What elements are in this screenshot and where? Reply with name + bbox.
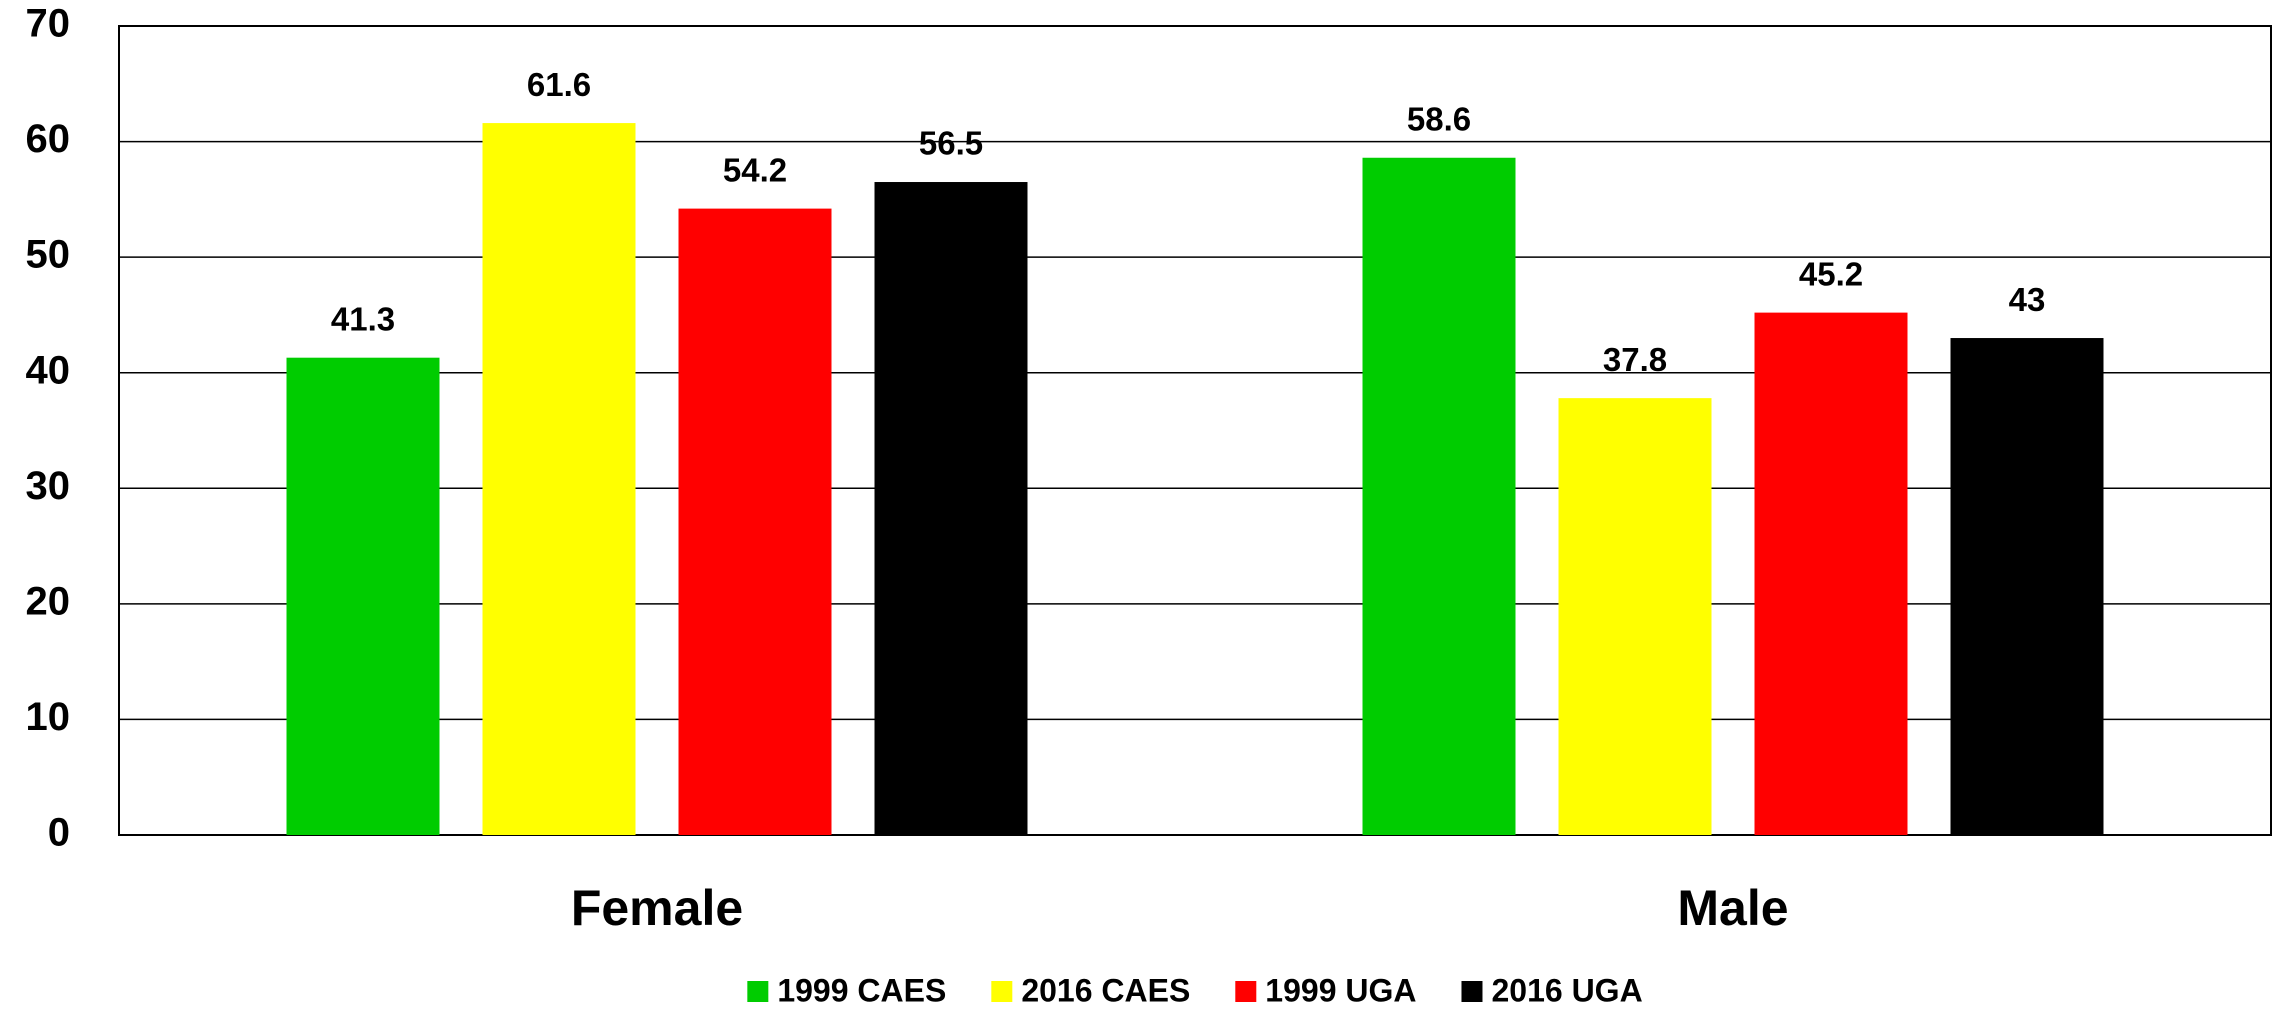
data-label: 43 — [2009, 281, 2046, 318]
y-tick-label: 70 — [26, 2, 71, 46]
bar — [1950, 338, 2104, 835]
legend-label: 2016 CAES — [1021, 972, 1190, 1008]
bar — [678, 208, 832, 836]
y-tick-label: 60 — [26, 117, 71, 161]
data-label: 58.6 — [1407, 100, 1471, 137]
data-label: 54.2 — [723, 151, 787, 188]
plot-border — [118, 25, 2272, 836]
bar — [1558, 398, 1712, 835]
data-label: 45.2 — [1799, 255, 1863, 292]
legend-swatch — [991, 981, 1013, 1002]
y-tick-label: 0 — [48, 811, 70, 855]
bar — [286, 357, 440, 835]
data-label: 37.8 — [1603, 341, 1667, 378]
y-tick-label: 40 — [26, 348, 71, 392]
legend-label: 1999 CAES — [777, 972, 946, 1008]
legend-swatch — [1235, 981, 1257, 1002]
x-tick-label: Male — [1677, 880, 1788, 936]
y-tick-label: 50 — [26, 233, 71, 277]
y-tick-label: 30 — [26, 464, 71, 508]
bar — [482, 123, 636, 835]
y-tick-label: 10 — [26, 695, 71, 739]
legend-swatch — [1461, 981, 1483, 1002]
legend-swatch — [747, 981, 769, 1002]
x-tick-label: Female — [571, 880, 743, 936]
legend-label: 2016 UGA — [1491, 972, 1642, 1008]
bar — [1754, 312, 1908, 835]
data-label: 61.6 — [527, 66, 591, 103]
bar — [874, 182, 1028, 835]
data-label: 56.5 — [919, 125, 983, 162]
legend-label: 1999 UGA — [1265, 972, 1416, 1008]
y-tick-label: 20 — [26, 579, 71, 623]
bar — [1362, 157, 1516, 835]
data-label: 41.3 — [331, 300, 395, 337]
